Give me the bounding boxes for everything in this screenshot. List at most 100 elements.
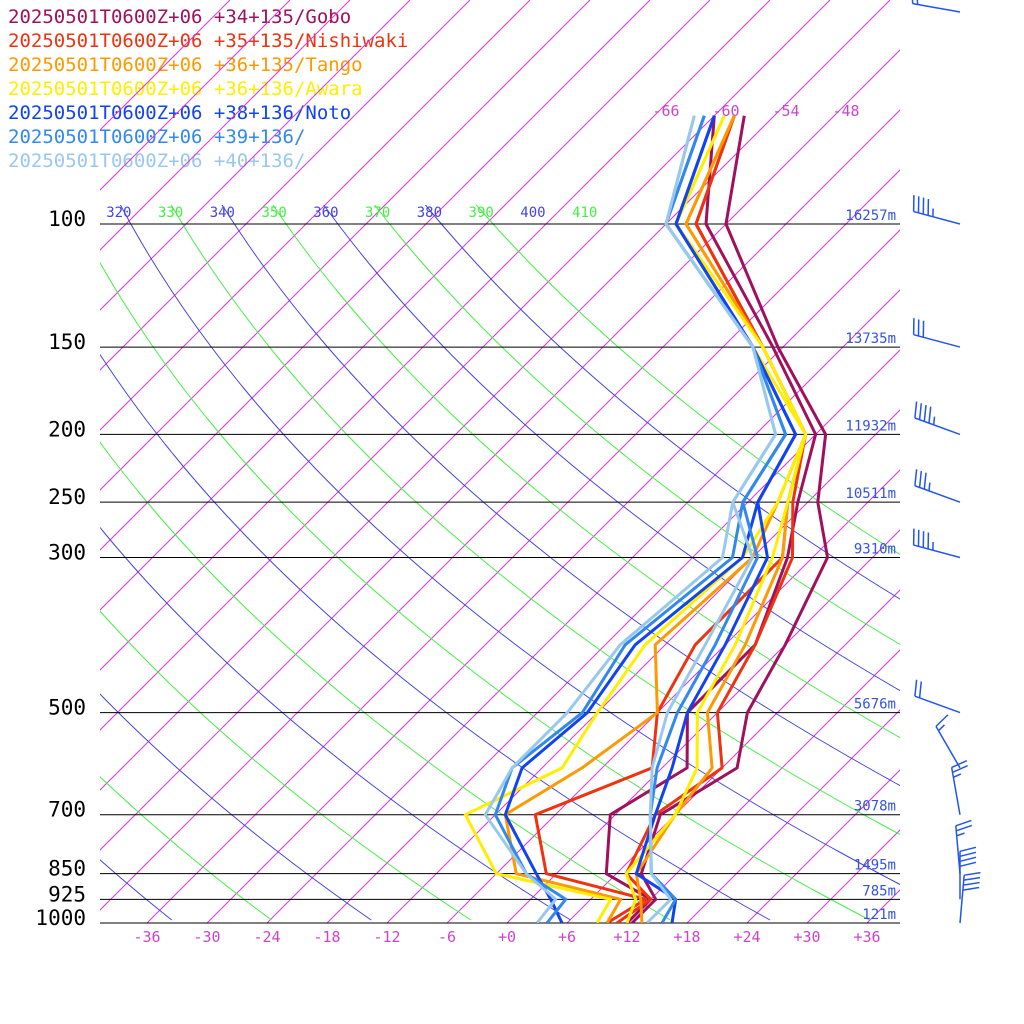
wind-barb-feather bbox=[963, 876, 981, 881]
wind-barb-feather bbox=[928, 406, 932, 424]
wind-barb-feather bbox=[955, 819, 972, 827]
theta-label: 380 bbox=[417, 205, 442, 221]
temperature-trace-7 bbox=[645, 115, 778, 923]
temperature-trace-5 bbox=[634, 115, 798, 923]
wind-barb-feather bbox=[951, 760, 968, 769]
wind-barb-feather bbox=[956, 824, 973, 832]
wind-barb bbox=[912, 528, 961, 559]
isotherm-line bbox=[100, 0, 651, 551]
isotherm-line bbox=[100, 109, 900, 911]
temperature-tick-label: +6 bbox=[558, 928, 576, 946]
isotherm-line bbox=[100, 49, 900, 851]
wind-barb-staff bbox=[950, 767, 961, 815]
theta-label: 390 bbox=[469, 205, 494, 221]
wind-barb-feather bbox=[959, 856, 977, 863]
wind-barb bbox=[959, 846, 977, 900]
isotherm-line bbox=[100, 0, 591, 491]
temperature-tick-label: -24 bbox=[253, 928, 280, 946]
wind-barb bbox=[914, 679, 961, 714]
pressure-label: 925 bbox=[48, 882, 86, 906]
isotherm-line bbox=[686, 709, 900, 923]
wind-barb-feather bbox=[963, 881, 980, 886]
wind-barb-staff bbox=[914, 417, 961, 436]
upper-temperature-tick-label: -54 bbox=[772, 102, 799, 120]
sounding-traces bbox=[463, 115, 829, 923]
height-label: 16257m bbox=[845, 208, 896, 224]
isotherm-line bbox=[326, 349, 900, 923]
pressure-label: 300 bbox=[48, 541, 86, 565]
isotherm-line bbox=[927, 0, 1024, 923]
temperature-tick-label: +0 bbox=[498, 928, 516, 946]
theta-label: 360 bbox=[313, 205, 338, 221]
wind-barb-half-feather bbox=[928, 482, 931, 491]
wind-barb-staff bbox=[913, 544, 961, 559]
isotherms bbox=[100, 0, 1024, 923]
isotherm-line bbox=[146, 169, 900, 923]
temperature-tick-label: -18 bbox=[313, 928, 340, 946]
dry-adiabat-line bbox=[100, 693, 372, 921]
upper-temperature-tick-label: -48 bbox=[832, 102, 859, 120]
wind-barb-staff bbox=[913, 333, 961, 348]
wind-barb-feather bbox=[918, 403, 923, 420]
pressure-label: 100 bbox=[48, 207, 86, 231]
dry-adiabat-line bbox=[323, 205, 900, 692]
isotherm-line bbox=[987, 0, 1024, 923]
isotherm-line bbox=[100, 0, 831, 731]
legend-entry: 20250501T0600Z+06 +40+136/ bbox=[8, 150, 306, 172]
temperature-tick-label: +36 bbox=[853, 928, 880, 946]
wind-barbs bbox=[911, 0, 981, 924]
wind-barb-half-feather bbox=[916, 0, 919, 5]
isotherm-line bbox=[506, 529, 900, 923]
isotherm-line bbox=[100, 0, 711, 611]
wind-barb-half-feather bbox=[956, 832, 965, 837]
temperature-tick-label: -12 bbox=[373, 928, 400, 946]
isotherm-line bbox=[100, 0, 471, 371]
isotherm-line bbox=[100, 0, 411, 311]
wind-barb-feather bbox=[918, 470, 923, 488]
pressure-label: 700 bbox=[48, 798, 86, 822]
legend-entry: 20250501T0600Z+06 +35+135/Nishiwaki bbox=[8, 30, 409, 52]
isotherm-line bbox=[206, 229, 900, 923]
temperature-tick-label: +24 bbox=[733, 928, 760, 946]
wind-barb bbox=[912, 195, 961, 225]
pressure-label: 500 bbox=[48, 696, 86, 720]
dry-adiabat-line bbox=[170, 205, 900, 836]
height-label: 3078m bbox=[854, 799, 896, 815]
dry-adiabat-line bbox=[100, 353, 771, 921]
height-label: 13735m bbox=[845, 331, 896, 347]
theta-label: 320 bbox=[106, 205, 131, 221]
pressure-label: 200 bbox=[48, 417, 86, 441]
upper-temperature-tick-label: -66 bbox=[652, 102, 679, 120]
wind-barb-staff bbox=[935, 725, 961, 769]
dry-adiabat-line bbox=[100, 610, 472, 921]
temperature-tick-label: +18 bbox=[673, 928, 700, 946]
temperature-trace-1 bbox=[630, 115, 829, 923]
temperature-tick-label: -30 bbox=[193, 928, 220, 946]
legend-entry: 20250501T0600Z+06 +39+136/ bbox=[8, 126, 306, 148]
wind-barb-feather bbox=[962, 886, 980, 891]
theta-label: 350 bbox=[261, 205, 286, 221]
wind-barb bbox=[911, 0, 961, 13]
dry-adiabat-line bbox=[100, 776, 272, 921]
isotherm-line bbox=[626, 649, 900, 923]
upper-temperature-tick-label: -60 bbox=[712, 102, 739, 120]
dry-adiabats: 320 330 340 350 360 370 380 390 400 410 bbox=[100, 205, 900, 921]
legend-entry: 20250501T0600Z+06 +34+135/Gobo bbox=[8, 6, 352, 28]
isotherm-line bbox=[100, 0, 291, 191]
wind-barb-feather bbox=[914, 679, 918, 697]
height-label: 10511m bbox=[845, 486, 896, 502]
isotherm-line bbox=[866, 889, 900, 923]
wind-barb-feather bbox=[911, 0, 914, 4]
pressure-label: 150 bbox=[48, 330, 86, 354]
wind-barb-feather bbox=[952, 764, 968, 774]
wind-barb bbox=[914, 469, 961, 503]
legend-entry: 20250501T0600Z+06 +36+135/Tango bbox=[8, 54, 363, 76]
wind-barb-staff bbox=[913, 210, 961, 225]
theta-label: 410 bbox=[572, 205, 597, 221]
dry-adiabat-line bbox=[374, 205, 900, 646]
wind-barb-feather bbox=[918, 681, 923, 698]
height-label: 9310m bbox=[854, 542, 896, 558]
height-label: 1495m bbox=[854, 858, 896, 874]
isotherm-line bbox=[100, 0, 891, 791]
